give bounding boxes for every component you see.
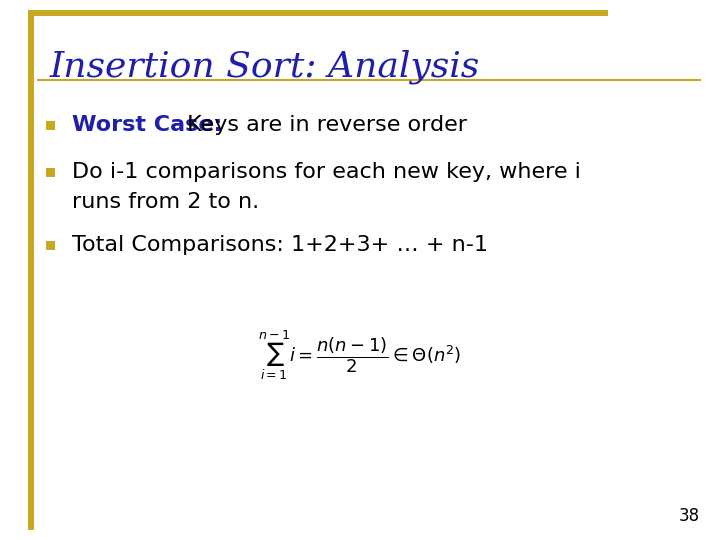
Text: Keys are in reverse order: Keys are in reverse order (180, 115, 467, 135)
Text: Worst Case:: Worst Case: (72, 115, 222, 135)
Bar (46, 167, 55, 177)
Bar (46, 240, 55, 249)
Text: Total Comparisons: 1+2+3+ … + n-1: Total Comparisons: 1+2+3+ … + n-1 (72, 235, 488, 255)
Text: Do i-1 comparisons for each new key, where i: Do i-1 comparisons for each new key, whe… (72, 162, 581, 182)
Text: Insertion Sort: Analysis: Insertion Sort: Analysis (50, 50, 480, 84)
Bar (28, 10, 608, 16)
Text: runs from 2 to n.: runs from 2 to n. (72, 192, 259, 212)
Bar (46, 120, 55, 130)
Bar (28, 10, 34, 530)
Text: $\sum_{i=1}^{n-1} i = \dfrac{n(n-1)}{2} \in \Theta(n^2)$: $\sum_{i=1}^{n-1} i = \dfrac{n(n-1)}{2} … (258, 328, 462, 382)
Text: 38: 38 (679, 507, 700, 525)
